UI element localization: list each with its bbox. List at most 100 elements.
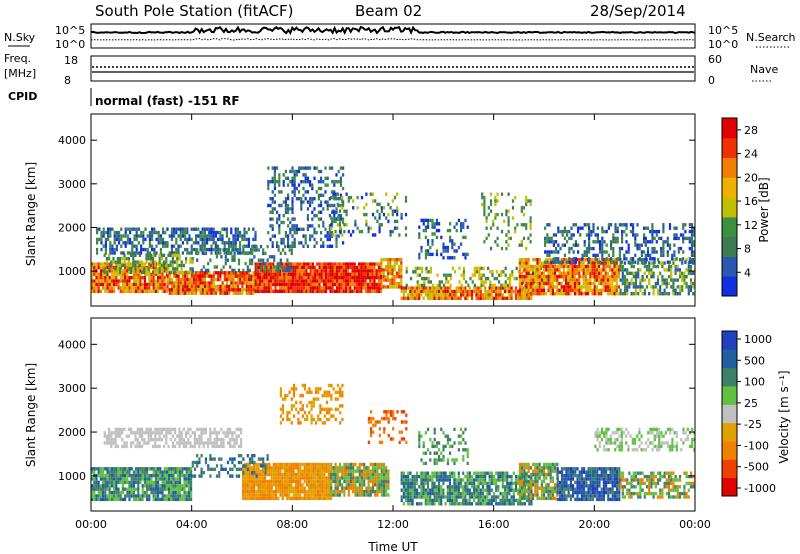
heatmap-cell — [157, 272, 160, 276]
heatmap-cell — [460, 225, 463, 229]
heatmap-cell — [327, 493, 330, 497]
heatmap-cell — [375, 276, 378, 280]
heatmap-cell — [121, 470, 124, 474]
heatmap-cell — [282, 237, 285, 242]
heatmap-cell — [292, 476, 295, 480]
heatmap-cell — [500, 273, 503, 277]
heatmap-cell — [623, 275, 627, 279]
heatmap-cell — [511, 216, 515, 220]
heatmap-cell — [115, 494, 118, 498]
heatmap-cell — [395, 258, 398, 262]
heatmap-cell — [365, 212, 368, 217]
heatmap-cell — [156, 437, 159, 442]
heatmap-cell — [287, 234, 290, 238]
heatmap-cell — [469, 276, 472, 281]
heatmap-cell — [100, 230, 103, 235]
heatmap-cell — [549, 281, 552, 286]
heatmap-cell — [152, 497, 155, 502]
heatmap-cell — [652, 264, 655, 269]
heatmap-cell — [579, 233, 582, 237]
heatmap-cell — [382, 268, 385, 272]
heatmap-cell — [242, 476, 245, 480]
heatmap-cell — [214, 288, 218, 292]
heatmap-cell — [308, 466, 311, 470]
heatmap-cell — [119, 434, 122, 438]
heatmap-cell — [487, 276, 490, 281]
heatmap-cell — [174, 497, 177, 502]
heatmap-cell — [525, 281, 528, 286]
heatmap-cell — [121, 257, 124, 261]
heatmap-cell — [523, 264, 526, 269]
heatmap-cell — [489, 283, 492, 288]
heatmap-cell — [523, 268, 526, 272]
heatmap-cell — [106, 467, 109, 471]
heatmap-cell — [453, 296, 456, 300]
heatmap-cell — [604, 261, 607, 265]
heatmap-cell — [183, 473, 186, 478]
heatmap-cell — [340, 282, 343, 287]
heatmap-cell — [171, 267, 174, 271]
heatmap-cell — [200, 431, 203, 435]
heatmap-cell — [125, 434, 128, 438]
heatmap-cell — [366, 265, 369, 270]
heatmap-cell — [451, 296, 454, 300]
heatmap-cell — [203, 291, 207, 295]
heatmap-cell — [183, 480, 186, 485]
heatmap-cell — [159, 282, 162, 287]
heatmap-cell — [582, 275, 585, 279]
heatmap-cell — [371, 192, 375, 196]
heatmap-cell — [267, 276, 270, 280]
heatmap-cell — [520, 206, 523, 210]
heatmap-cell — [282, 200, 285, 204]
heatmap-cell — [336, 202, 339, 207]
heatmap-cell — [137, 490, 140, 495]
heatmap-cell — [113, 467, 116, 471]
heatmap-cell — [560, 292, 563, 296]
heatmap-cell — [446, 293, 449, 297]
heatmap-cell — [437, 286, 441, 290]
heatmap-cell — [483, 212, 486, 217]
heatmap-cell — [170, 244, 173, 248]
heatmap-cell — [175, 284, 178, 289]
heatmap-cell — [178, 427, 181, 432]
heatmap-cell — [129, 227, 132, 231]
heatmap-cell — [513, 276, 516, 281]
heatmap-cell — [615, 278, 618, 282]
heatmap-cell — [143, 431, 146, 435]
heatmap-cell — [358, 462, 361, 467]
heatmap-cell — [653, 257, 656, 261]
heatmap-cell — [427, 249, 430, 253]
heatmap-cell — [168, 480, 171, 485]
heatmap-cell — [169, 437, 172, 442]
heatmap-cell — [358, 476, 361, 480]
heatmap-cell — [532, 268, 535, 272]
heatmap-cell — [157, 276, 160, 280]
heatmap-cell — [113, 247, 116, 252]
heatmap-cell — [634, 288, 638, 292]
heatmap-cell — [254, 286, 257, 290]
heatmap-cell — [648, 268, 651, 272]
heatmap-cell — [259, 479, 262, 484]
heatmap-cell — [481, 202, 484, 207]
heatmap-cell — [117, 490, 120, 495]
heatmap-cell — [525, 226, 528, 230]
heatmap-cell — [130, 263, 133, 268]
heatmap-cell — [366, 272, 369, 276]
heatmap-cell — [248, 493, 251, 497]
heatmap-cell — [246, 265, 249, 269]
heatmap-cell — [261, 469, 264, 473]
heatmap-cell — [174, 494, 177, 498]
heatmap-cell — [137, 251, 140, 255]
heatmap-cell — [143, 262, 146, 266]
heatmap-cell — [268, 472, 271, 477]
heatmap-cell — [130, 444, 133, 449]
heatmap-cell — [267, 265, 270, 270]
heatmap-cell — [317, 217, 320, 221]
heatmap-cell — [338, 462, 342, 467]
heatmap-cell — [117, 473, 120, 478]
heatmap-cell — [119, 470, 122, 474]
heatmap-cell — [93, 265, 96, 270]
heatmap-cell — [347, 466, 350, 470]
heatmap-cell — [325, 483, 328, 487]
heatmap-cell — [588, 223, 591, 227]
